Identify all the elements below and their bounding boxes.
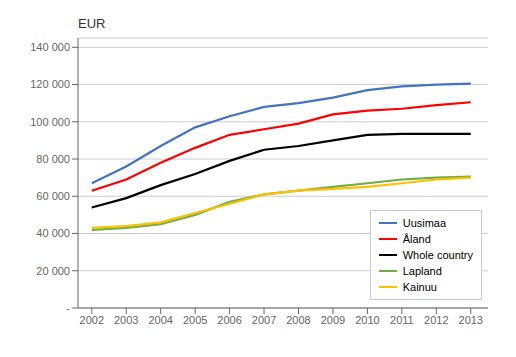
- html-text:Whole country: Whole country: [402, 249, 473, 261]
- svg-text:40 000: 40 000: [36, 227, 70, 239]
- svg-text:2010: 2010: [355, 314, 379, 326]
- svg-text:2002: 2002: [80, 314, 104, 326]
- svg-text:2009: 2009: [321, 314, 345, 326]
- svg-text:140 000: 140 000: [30, 41, 70, 53]
- svg-text:-: -: [66, 302, 70, 314]
- svg-text:2013: 2013: [459, 314, 483, 326]
- svg-text:2005: 2005: [183, 314, 207, 326]
- svg-text:2007: 2007: [252, 314, 276, 326]
- html-text:EUR: EUR: [78, 16, 106, 31]
- svg-text:20 000: 20 000: [36, 265, 70, 277]
- svg-text:2006: 2006: [217, 314, 241, 326]
- svg-text:60 000: 60 000: [36, 190, 70, 202]
- svg-text:2012: 2012: [424, 314, 448, 326]
- svg-text:2008: 2008: [286, 314, 310, 326]
- svg-text:120 000: 120 000: [30, 78, 70, 90]
- html-text:Uusimaa: Uusimaa: [402, 217, 447, 229]
- html-text:Åland: Åland: [402, 233, 431, 245]
- html-text:Lapland: Lapland: [402, 265, 442, 277]
- svg-text:2011: 2011: [390, 314, 414, 326]
- svg-text:2003: 2003: [114, 314, 138, 326]
- svg-text:2004: 2004: [148, 314, 172, 326]
- svg-text:100 000: 100 000: [30, 116, 70, 128]
- html-text:Kainuu: Kainuu: [402, 281, 437, 293]
- svg-text:80 000: 80 000: [36, 153, 70, 165]
